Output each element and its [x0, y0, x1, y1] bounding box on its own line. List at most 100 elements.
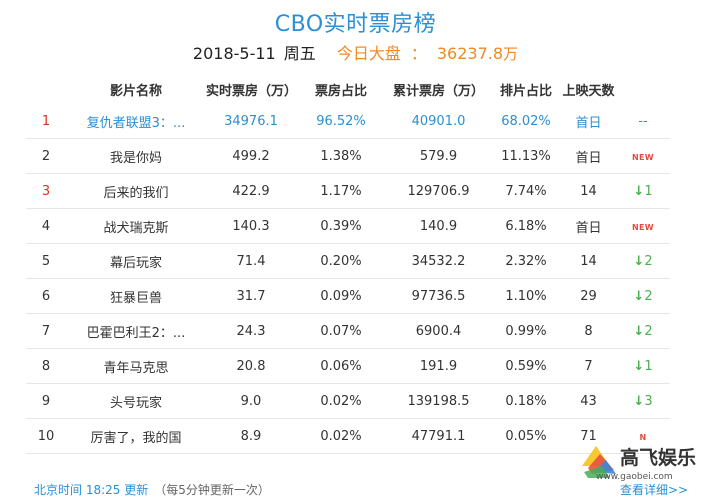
- date: 2018-5-11: [192, 44, 276, 63]
- down-arrow-icon: ↓: [633, 253, 645, 269]
- movie-name[interactable]: 巴霍巴利王2：...: [66, 313, 206, 349]
- no-change: --: [638, 113, 648, 129]
- schedule-share: 0.59%: [491, 348, 561, 384]
- trend-cell: ↓2: [616, 278, 670, 314]
- summary-line: 2018-5-11 周五 今日大盘 ： 36237.8万: [0, 40, 711, 64]
- box-office-share: 0.02%: [296, 418, 386, 454]
- schedule-share: 0.18%: [491, 383, 561, 419]
- days-released: 首日: [561, 208, 616, 244]
- box-office-share: 0.07%: [296, 313, 386, 349]
- realtime-box-office: 34976.1: [206, 104, 296, 139]
- movie-name[interactable]: 幕后玩家: [66, 243, 206, 279]
- trend-cell: --: [616, 104, 670, 139]
- schedule-share: 1.10%: [491, 278, 561, 314]
- trend-cell: N: [616, 418, 670, 454]
- days-released: 43: [561, 383, 616, 419]
- table-row: 7 巴霍巴利王2：... 24.3 0.07% 6900.4 0.99% 8 ↓2: [26, 313, 670, 349]
- rank-cell: 6: [26, 278, 66, 314]
- schedule-share: 6.18%: [491, 208, 561, 244]
- days-released: 8: [561, 313, 616, 349]
- rank-cell: 7: [26, 313, 66, 349]
- schedule-share: 2.32%: [491, 243, 561, 279]
- movie-name[interactable]: 厉害了，我的国: [66, 418, 206, 454]
- box-office-share: 0.20%: [296, 243, 386, 279]
- watermark-logo: 高飞娱乐: [582, 446, 696, 478]
- realtime-box-office: 20.8: [206, 348, 296, 384]
- movie-name[interactable]: 复仇者联盟3：...: [66, 104, 206, 139]
- header-cumulative: 累计票房（万）: [392, 83, 484, 99]
- weekday: 周五: [283, 44, 316, 63]
- trend-cell: ↓2: [616, 313, 670, 349]
- trend-cell: ↓1: [616, 348, 670, 384]
- movie-name[interactable]: 青年马克思: [66, 348, 206, 384]
- rank-change: ↓2: [633, 254, 652, 269]
- box-office-share: 0.39%: [296, 208, 386, 244]
- cumulative-box-office: 139198.5: [386, 383, 491, 419]
- trend-cell: ↓2: [616, 243, 670, 279]
- rank-cell: 10: [26, 418, 66, 454]
- table-row: 8 青年马克思 20.8 0.06% 191.9 0.59% 7 ↓1: [26, 348, 670, 384]
- realtime-box-office: 8.9: [206, 418, 296, 454]
- rank-cell: 2: [26, 138, 66, 174]
- table-row: 5 幕后玩家 71.4 0.20% 34532.2 2.32% 14 ↓2: [26, 243, 670, 279]
- box-office-share: 1.17%: [296, 173, 386, 209]
- table-body: 1 复仇者联盟3：... 34976.1 96.52% 40901.0 68.02% 首日 -…: [26, 104, 670, 454]
- table-row: 4 战犬瑞克斯 140.3 0.39% 140.9 6.18% 首日 NEW: [26, 208, 670, 244]
- total-value: 36237.8: [436, 44, 504, 63]
- box-office-share: 96.52%: [296, 104, 386, 139]
- movie-name[interactable]: 后来的我们: [66, 173, 206, 209]
- box-office-share: 0.09%: [296, 278, 386, 314]
- rank-cell: 9: [26, 383, 66, 419]
- rank-change: ↓1: [633, 359, 652, 374]
- days-released: 首日: [561, 138, 616, 174]
- cumulative-box-office: 191.9: [386, 348, 491, 384]
- schedule-share: 11.13%: [491, 138, 561, 174]
- realtime-box-office: 140.3: [206, 208, 296, 244]
- down-arrow-icon: ↓: [633, 288, 645, 304]
- trend-cell: NEW: [616, 138, 670, 174]
- rank-cell: 1: [26, 104, 66, 139]
- movie-name[interactable]: 战犬瑞克斯: [66, 208, 206, 244]
- rank-cell: 8: [26, 348, 66, 384]
- new-badge: NEW: [632, 222, 654, 232]
- rank-change: ↓3: [633, 394, 652, 409]
- trend-cell: ↓1: [616, 173, 670, 209]
- table-row: 3 后来的我们 422.9 1.17% 129706.9 7.74% 14 ↓1: [26, 173, 670, 209]
- box-office-table: 影片名称 实时票房（万） 票房占比 累计票房（万） 排片占比 上映天数 1 复仇者…: [26, 74, 670, 454]
- realtime-box-office: 31.7: [206, 278, 296, 314]
- table-row: 9 头号玩家 9.0 0.02% 139198.5 0.18% 43 ↓3: [26, 383, 670, 419]
- table-row: 10 厉害了，我的国 8.9 0.02% 47791.1 0.05% 71 N: [26, 418, 670, 454]
- down-arrow-icon: ↓: [633, 323, 645, 339]
- header-rank: [26, 74, 66, 104]
- rank-change: ↓1: [633, 184, 652, 199]
- new-badge: NEW: [632, 152, 654, 162]
- header-share: 票房占比: [314, 83, 367, 99]
- header-name: 影片名称: [109, 83, 162, 99]
- schedule-share: 68.02%: [491, 104, 561, 139]
- rank-cell: 3: [26, 173, 66, 209]
- table-header-row: 影片名称 实时票房（万） 票房占比 累计票房（万） 排片占比 上映天数: [26, 74, 670, 104]
- cumulative-box-office: 6900.4: [386, 313, 491, 349]
- schedule-share: 7.74%: [491, 173, 561, 209]
- down-arrow-icon: ↓: [633, 393, 645, 409]
- table-row: 6 狂暴巨兽 31.7 0.09% 97736.5 1.10% 29 ↓2: [26, 278, 670, 314]
- movie-name[interactable]: 头号玩家: [66, 383, 206, 419]
- rank-change-value: 1: [644, 183, 653, 199]
- trend-cell: NEW: [616, 208, 670, 244]
- days-released: 14: [561, 243, 616, 279]
- rank-cell: 5: [26, 243, 66, 279]
- header-trend: [616, 74, 670, 104]
- new-badge: N: [639, 432, 647, 442]
- box-office-share: 0.06%: [296, 348, 386, 384]
- movie-name[interactable]: 狂暴巨兽: [66, 278, 206, 314]
- down-arrow-icon: ↓: [633, 358, 645, 374]
- total-unit: 万: [503, 45, 519, 63]
- rank-change: ↓2: [633, 289, 652, 304]
- rank-change: ↓2: [633, 324, 652, 339]
- cumulative-box-office: 34532.2: [386, 243, 491, 279]
- view-details-link[interactable]: 查看详细>>: [620, 483, 689, 497]
- days-released: 71: [561, 418, 616, 454]
- days-released: 首日: [561, 104, 616, 139]
- movie-name[interactable]: 我是你妈: [66, 138, 206, 174]
- cumulative-box-office: 97736.5: [386, 278, 491, 314]
